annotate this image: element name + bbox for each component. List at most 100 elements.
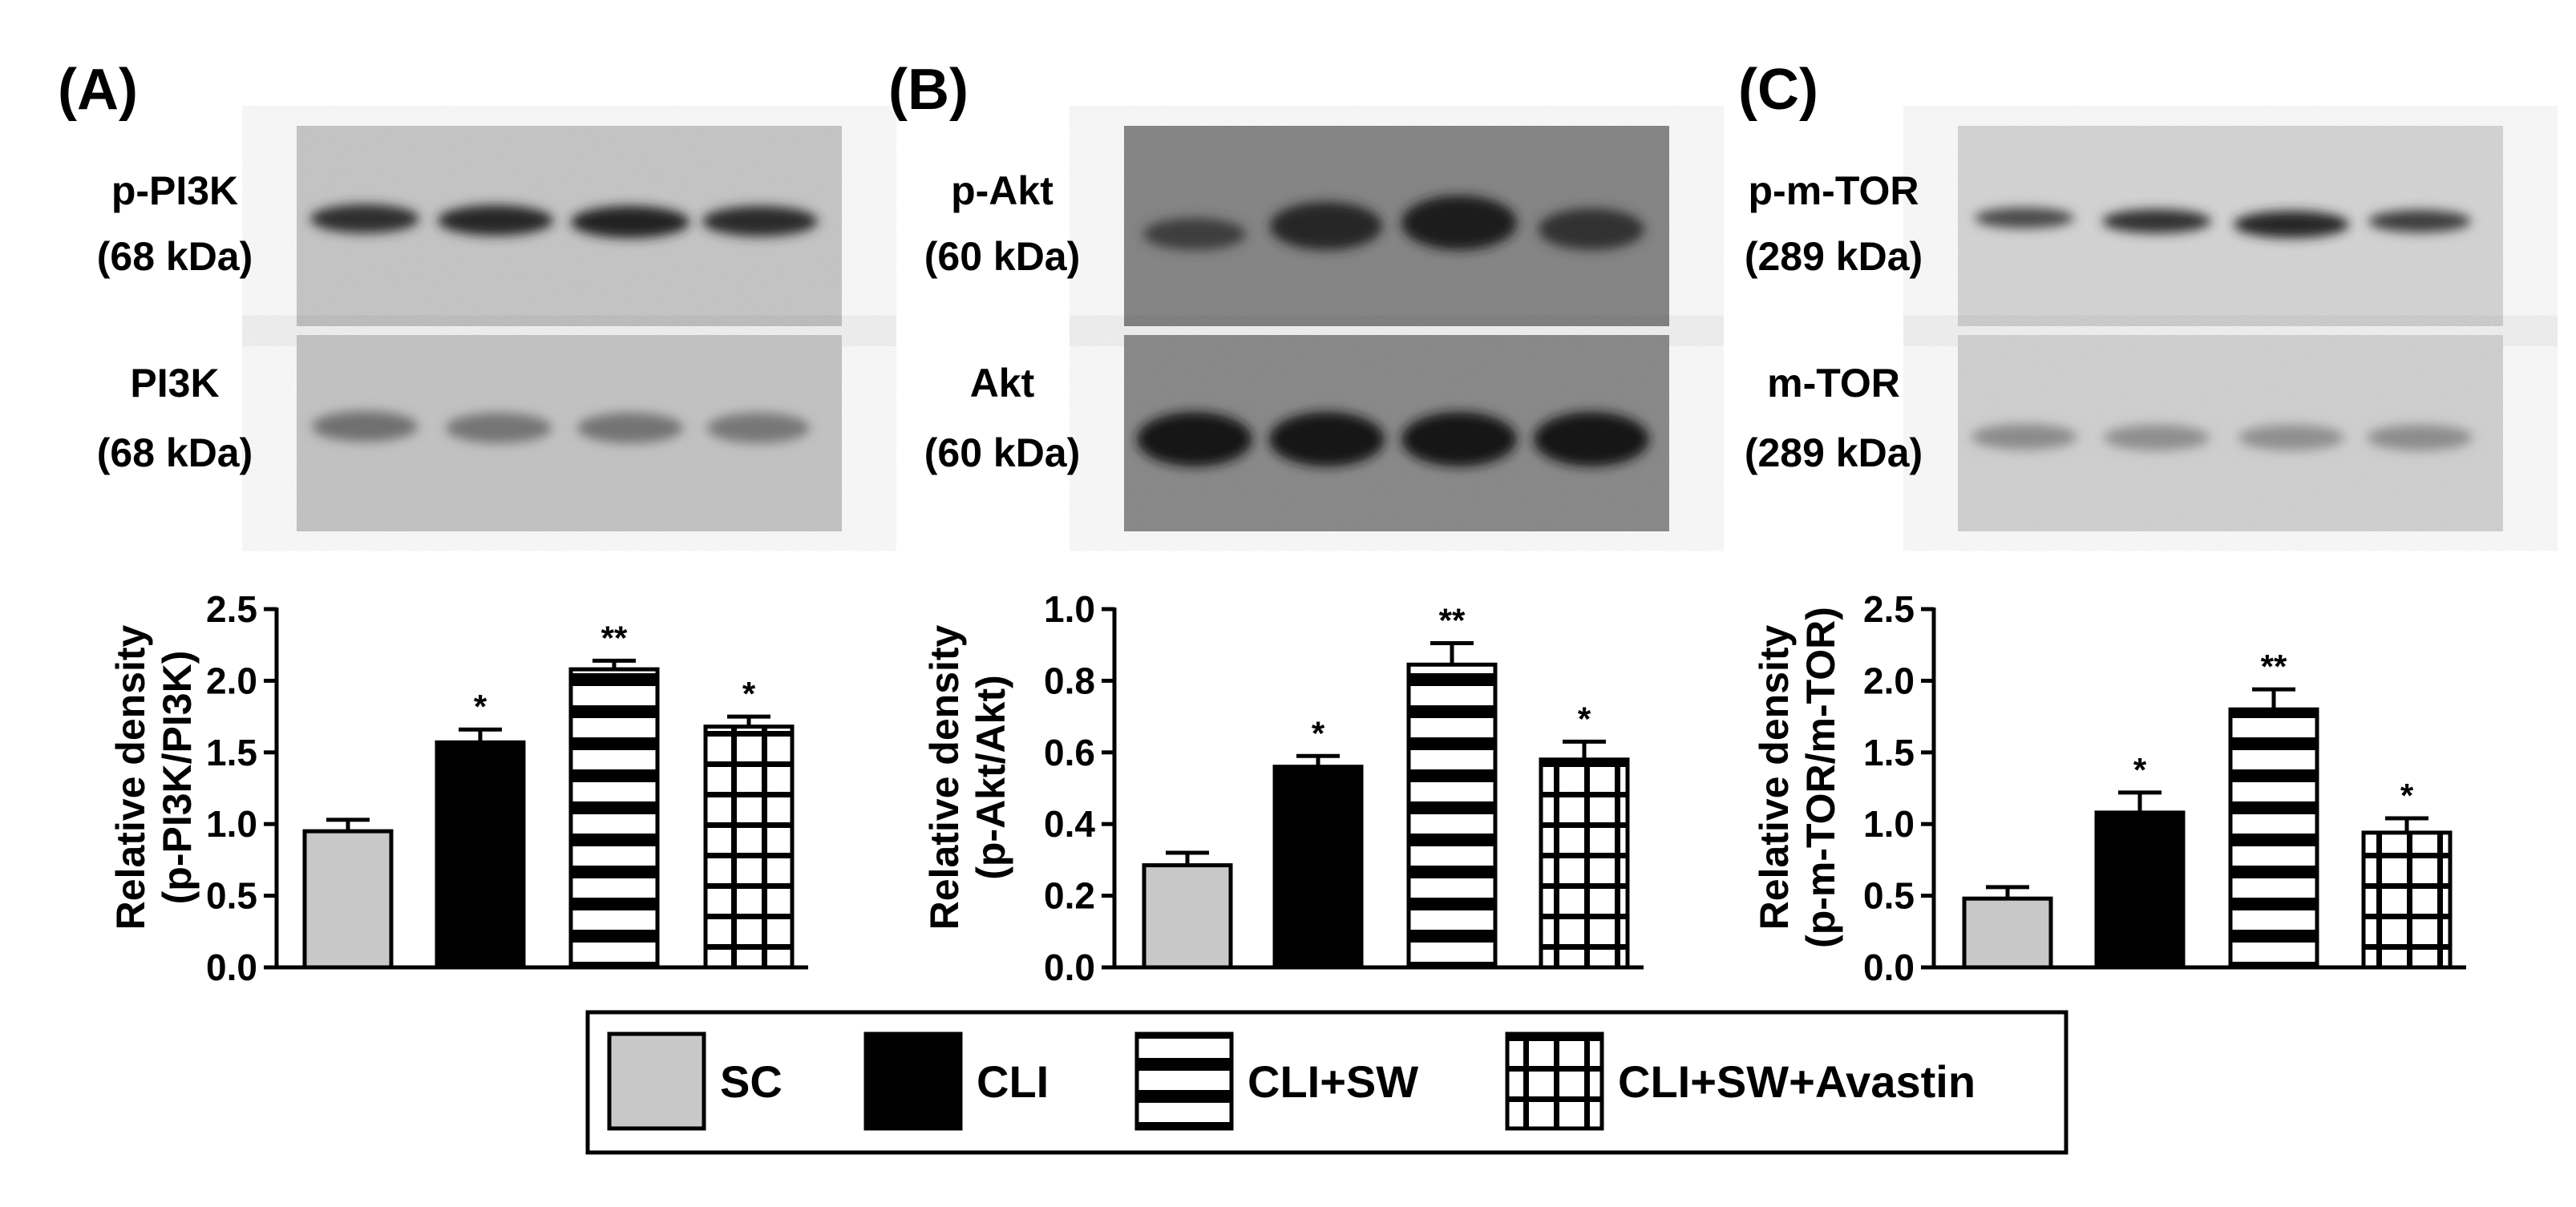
- band-a2-2: [446, 413, 552, 443]
- blot-b2-protein: Akt: [970, 361, 1035, 406]
- band-a1-2: [438, 205, 553, 236]
- y-tick-label-c-1: 0.5: [1863, 875, 1915, 917]
- bar-a-sc: [302, 829, 394, 970]
- band-c1-4: [2368, 210, 2471, 232]
- significance-c-cli-sw: **: [2261, 648, 2287, 685]
- panel-b: (B) p-Akt (60 kDa) Akt (60 kDa) Relative…: [888, 58, 1669, 988]
- band-a1-3: [571, 206, 689, 238]
- legend: SC CLI CLI+SW CLI+SW+Avastin: [585, 1010, 2068, 1155]
- band-b2-1: [1137, 412, 1252, 466]
- bar-c-cli-sw-avastin: [2361, 830, 2453, 970]
- y-tick-label-b-1: 0.2: [1044, 875, 1095, 917]
- significance-b-cli-sw-avastin: *: [1578, 700, 1591, 737]
- significance-c-cli-sw-avastin: *: [2400, 777, 2414, 814]
- band-a1-1: [310, 204, 419, 233]
- legend-label-sc: SC: [720, 1056, 783, 1107]
- legend-frame: [585, 1010, 2068, 1155]
- y-tick-label-c-3: 1.5: [1863, 732, 1915, 773]
- y-tick-label-a-0: 0.0: [206, 947, 257, 988]
- y-tick-label-a-5: 2.5: [206, 588, 257, 630]
- ylabel-b: Relative density (p-Akt/Akt): [922, 624, 1013, 930]
- blot-a2-size: (68 kDa): [97, 430, 253, 475]
- significance-a-cli-sw: **: [601, 619, 628, 656]
- y-tick-label-b-2: 0.4: [1044, 803, 1095, 845]
- band-b1-4: [1539, 208, 1644, 250]
- ylabel-a-line2: (p-PI3K/PI3K): [155, 651, 200, 905]
- significance-a-cli: *: [474, 688, 487, 725]
- bar-b-cli-sw-avastin: [1539, 757, 1630, 970]
- y-tick-label-a-4: 2.0: [206, 660, 257, 701]
- panel-label-a: (A): [58, 58, 138, 122]
- band-b1-1: [1143, 218, 1246, 250]
- blot-a1-size: (68 kDa): [97, 234, 253, 279]
- bar-c-cli: [2094, 810, 2186, 970]
- ylabel-b-line2: (p-Akt/Akt): [969, 675, 1013, 880]
- legend-label-cli: CLI: [977, 1056, 1049, 1107]
- blot-b1-size: (60 kDa): [924, 234, 1081, 279]
- band-c2-3: [2238, 425, 2344, 450]
- blot-c2-size: (289 kDa): [1745, 430, 1923, 475]
- panel-a: (A) p-PI3K (68 kDa) PI3K (68 kDa) Relati…: [58, 58, 842, 988]
- bar-b-cli-sw: [1406, 662, 1498, 970]
- blot-b2-size: (60 kDa): [924, 430, 1081, 475]
- band-c1-3: [2234, 211, 2349, 238]
- y-tick-label-c-2: 1.0: [1863, 803, 1915, 845]
- ylabel-b-line1: Relative density: [922, 624, 967, 930]
- bar-b-cli: [1272, 765, 1364, 970]
- blot-c1-protein: p-m-TOR: [1749, 168, 1919, 213]
- blot-c1-size: (289 kDa): [1745, 234, 1923, 279]
- band-b2-3: [1401, 412, 1517, 466]
- band-b2-4: [1534, 412, 1649, 466]
- y-tick-label-b-0: 0.0: [1044, 947, 1095, 988]
- bar-b-sc: [1142, 863, 1233, 970]
- bar-a-cli: [435, 740, 526, 970]
- band-a2-3: [577, 413, 683, 443]
- ylabel-c-line2: (p-m-TOR/m-TOR): [1798, 607, 1843, 948]
- y-tick-label-c-5: 2.5: [1863, 588, 1915, 630]
- y-tick-label-b-4: 0.8: [1044, 660, 1095, 701]
- blot-image-b2: [1124, 335, 1669, 531]
- panel-c: (C) p-m-TOR (289 kDa) m-TOR (289 kDa) Re…: [1738, 58, 2503, 988]
- band-b2-2: [1269, 412, 1385, 466]
- band-c2-4: [2367, 425, 2473, 450]
- band-a2-1: [312, 411, 418, 442]
- band-c1-2: [2102, 209, 2211, 233]
- band-a1-4: [702, 206, 818, 236]
- band-c1-1: [1975, 208, 2074, 228]
- y-tick-label-a-2: 1.0: [206, 803, 257, 845]
- legend-swatch-cli: [863, 1031, 963, 1131]
- y-tick-label-c-4: 2.0: [1863, 660, 1915, 701]
- y-tick-label-a-3: 1.5: [206, 732, 257, 773]
- bar-c-cli-sw: [2228, 707, 2319, 970]
- blot-b1-protein: p-Akt: [951, 168, 1053, 213]
- blot-image-c2: [1958, 335, 2503, 531]
- blot-a1-protein: p-PI3K: [111, 168, 238, 213]
- y-tick-label-b-5: 1.0: [1044, 588, 1095, 630]
- blot-a2-protein: PI3K: [130, 361, 219, 406]
- blot-image-b1: [1124, 126, 1669, 326]
- bar-a-cli-sw: [568, 667, 660, 970]
- band-c2-2: [2104, 425, 2210, 450]
- band-a2-4: [707, 413, 810, 443]
- legend-label-cli-sw: CLI+SW: [1248, 1056, 1418, 1107]
- blot-labels-b: p-Akt (60 kDa) Akt (60 kDa): [924, 168, 1081, 475]
- blot-image-a1: [297, 126, 842, 326]
- legend-label-cli-sw-avastin: CLI+SW+Avastin: [1618, 1056, 1975, 1107]
- legend-swatch-sc: [607, 1031, 706, 1131]
- bar-chart-c: 0.00.51.01.52.02.5****: [1863, 588, 2466, 988]
- band-c2-1: [1971, 424, 2077, 450]
- blot-labels-c: p-m-TOR (289 kDa) m-TOR (289 kDa): [1745, 168, 1923, 475]
- panel-label-c: (C): [1738, 58, 1818, 122]
- y-tick-label-c-0: 0.0: [1863, 947, 1915, 988]
- blot-image-a2: [297, 335, 842, 531]
- panel-label-b: (B): [888, 58, 969, 122]
- bar-chart-b: 0.00.20.40.60.81.0****: [1044, 588, 1644, 988]
- significance-b-cli-sw: **: [1439, 601, 1466, 639]
- legend-swatch-cli-sw: [1134, 1031, 1234, 1131]
- ylabel-c-line1: Relative density: [1752, 624, 1797, 930]
- legend-swatch-cli-sw-avastin: [1505, 1031, 1604, 1131]
- band-b1-3: [1401, 196, 1517, 250]
- band-b1-2: [1270, 202, 1382, 250]
- ylabel-a: Relative density (p-PI3K/PI3K): [108, 624, 200, 930]
